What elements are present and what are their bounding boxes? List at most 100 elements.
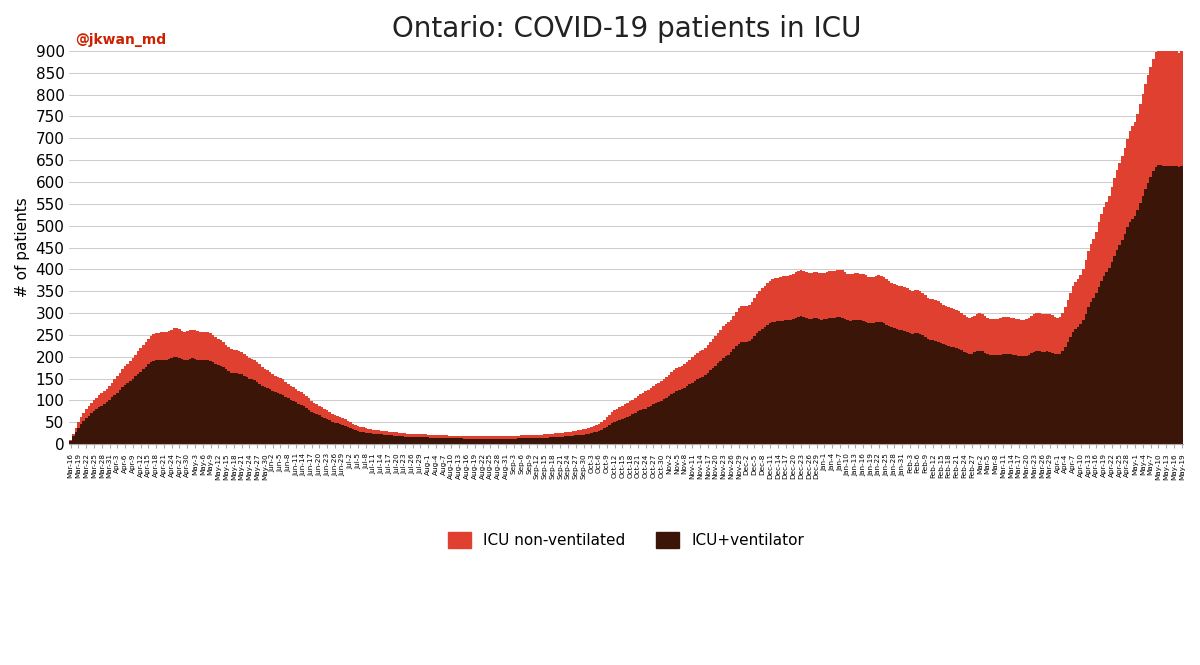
Bar <box>658 383 660 402</box>
Bar <box>1159 166 1163 444</box>
Bar <box>622 418 624 444</box>
Bar <box>877 322 880 444</box>
Bar <box>1108 268 1110 444</box>
Bar <box>680 389 683 444</box>
Bar <box>745 342 748 444</box>
Bar <box>199 332 202 360</box>
Bar <box>852 273 854 320</box>
Bar <box>618 407 622 420</box>
Bar <box>660 401 662 444</box>
Bar <box>452 438 455 444</box>
Bar <box>458 438 461 444</box>
Bar <box>989 355 991 444</box>
Bar <box>732 350 736 444</box>
Bar <box>622 406 624 418</box>
Bar <box>497 439 499 444</box>
Bar <box>1033 352 1036 444</box>
Bar <box>1178 53 1181 168</box>
Bar <box>740 342 743 444</box>
Bar <box>235 350 238 373</box>
Bar <box>994 355 997 444</box>
Bar <box>144 342 148 367</box>
Bar <box>1129 131 1132 222</box>
Bar <box>582 435 584 444</box>
Bar <box>388 432 390 435</box>
Bar <box>895 329 898 444</box>
Bar <box>553 434 557 437</box>
Bar <box>551 437 553 444</box>
Bar <box>606 418 608 427</box>
Bar <box>479 439 481 444</box>
Bar <box>937 301 940 342</box>
Bar <box>922 335 924 444</box>
Bar <box>1126 138 1129 227</box>
Bar <box>508 439 510 444</box>
Bar <box>421 434 425 438</box>
Bar <box>430 435 432 438</box>
Bar <box>1018 356 1020 444</box>
Bar <box>901 330 904 444</box>
Bar <box>360 432 362 444</box>
Bar <box>1132 219 1134 444</box>
Bar <box>264 387 266 444</box>
Bar <box>448 438 450 444</box>
Bar <box>968 354 971 444</box>
Bar <box>253 360 256 380</box>
Bar <box>797 271 799 317</box>
Bar <box>1170 166 1172 444</box>
Bar <box>864 275 868 322</box>
Bar <box>624 404 626 418</box>
Bar <box>1082 269 1085 320</box>
Bar <box>70 441 72 444</box>
Bar <box>116 392 119 444</box>
Bar <box>352 430 354 444</box>
Bar <box>841 271 844 318</box>
Bar <box>323 409 326 418</box>
Bar <box>1038 351 1040 444</box>
Bar <box>148 364 150 444</box>
Bar <box>220 366 222 444</box>
Bar <box>1020 320 1022 356</box>
Bar <box>124 366 126 385</box>
Bar <box>336 424 338 444</box>
Bar <box>895 285 898 329</box>
Bar <box>566 436 569 444</box>
Bar <box>637 412 640 444</box>
Bar <box>792 319 794 444</box>
Bar <box>611 412 613 424</box>
Bar <box>181 359 184 444</box>
Bar <box>787 321 790 444</box>
Bar <box>1018 319 1020 356</box>
Bar <box>452 436 455 438</box>
Bar <box>888 327 890 444</box>
Bar <box>1082 320 1085 444</box>
Bar <box>450 436 452 438</box>
Bar <box>538 438 541 444</box>
Bar <box>215 364 217 444</box>
Bar <box>913 333 917 444</box>
Bar <box>476 439 479 444</box>
Bar <box>883 277 886 323</box>
Bar <box>479 436 481 439</box>
Bar <box>821 319 823 444</box>
Bar <box>378 434 380 444</box>
Bar <box>1046 352 1049 444</box>
Bar <box>246 377 248 444</box>
Bar <box>530 435 533 438</box>
Bar <box>217 339 220 365</box>
Bar <box>414 437 416 444</box>
Bar <box>416 437 419 444</box>
Bar <box>150 336 152 362</box>
Bar <box>1168 166 1170 444</box>
Bar <box>256 362 258 382</box>
Bar <box>458 436 461 438</box>
Bar <box>390 436 394 444</box>
Bar <box>740 307 743 342</box>
Bar <box>432 438 434 444</box>
Bar <box>256 382 258 444</box>
Bar <box>269 372 271 390</box>
Bar <box>504 439 508 444</box>
Bar <box>859 321 862 444</box>
Bar <box>1027 354 1031 444</box>
Bar <box>79 418 83 424</box>
